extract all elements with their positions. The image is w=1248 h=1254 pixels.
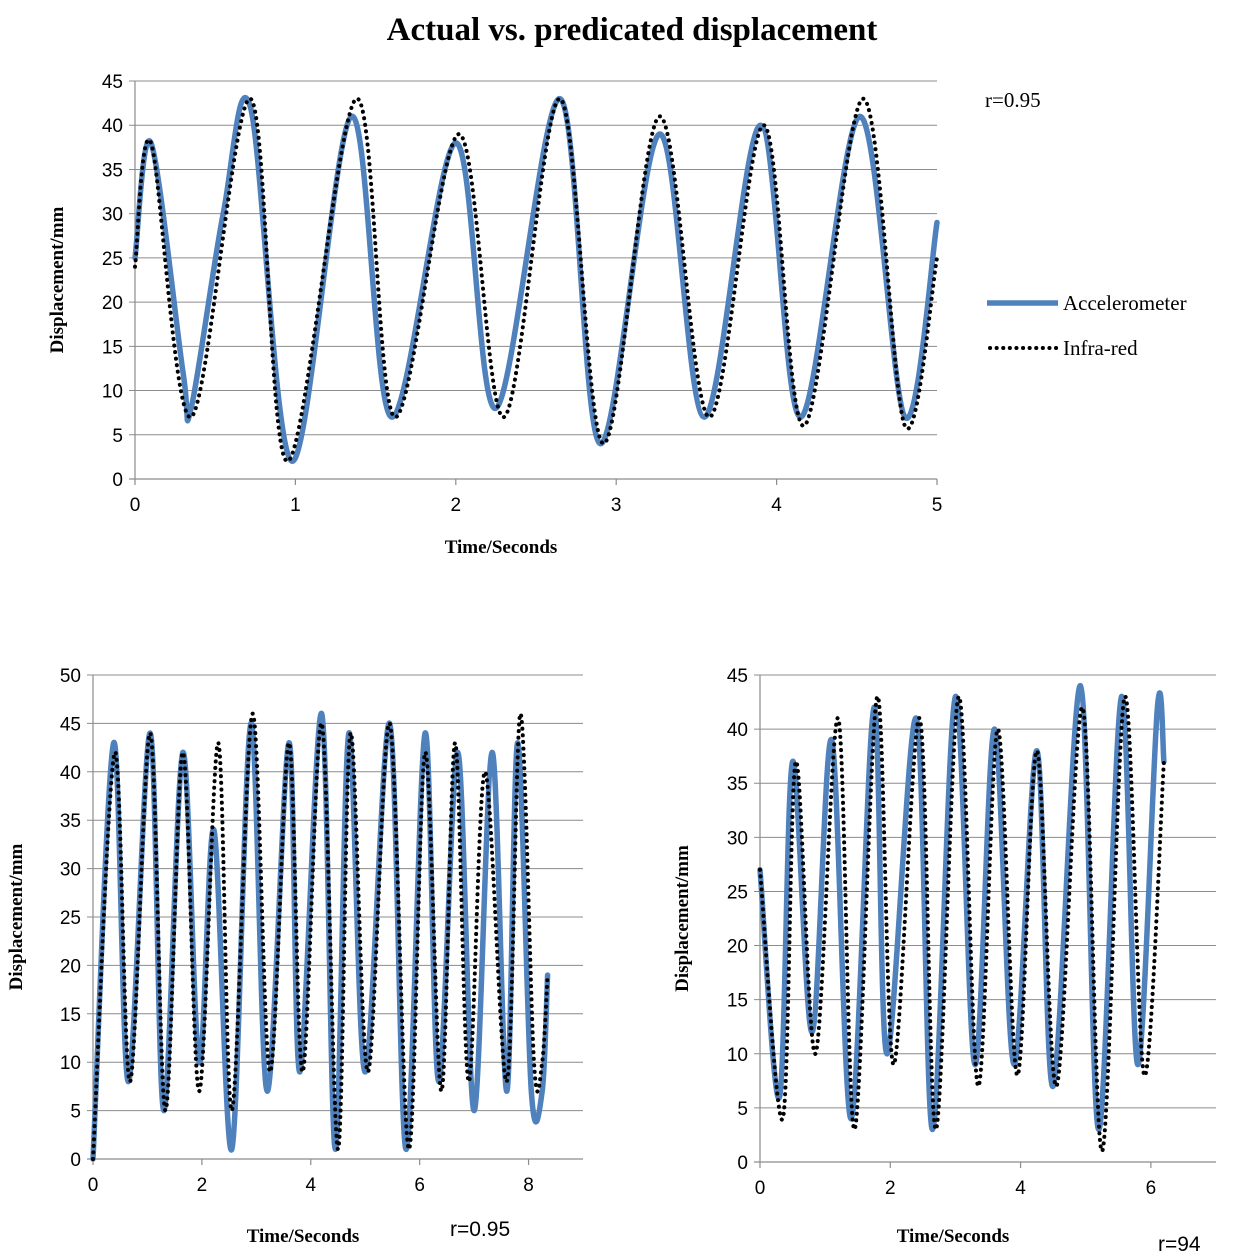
x-tick-label: 4 [771, 495, 782, 516]
y-tick-label: 25 [60, 908, 81, 929]
y-tick-label: 5 [70, 1102, 81, 1123]
y-tick-label: 20 [60, 956, 81, 977]
y-tick-label: 0 [737, 1153, 748, 1174]
series-line-accelerometer [90, 710, 551, 1162]
y-tick-label: 20 [102, 293, 123, 314]
y-tick-label: 35 [727, 774, 748, 795]
correlation-annotation: r=94 [1158, 1233, 1201, 1254]
y-tick-label: 35 [60, 811, 81, 832]
x-tick-label: 0 [88, 1175, 99, 1196]
x-tick-label: 0 [755, 1178, 766, 1199]
series-line-infra-red [758, 694, 1166, 1154]
legend: Accelerometer Infra-red [987, 291, 1187, 360]
series-line-infra-red [91, 711, 550, 1161]
series-line-accelerometer [757, 683, 1167, 1133]
x-tick-label: 2 [451, 495, 462, 516]
y-tick-label: 25 [727, 882, 748, 903]
y-tick-label: 0 [70, 1150, 81, 1171]
y-tick-label: 30 [102, 205, 123, 226]
y-tick-label: 10 [102, 382, 123, 403]
y-tick-label: 15 [727, 991, 748, 1012]
chart-bottom-right: 0 5 10 15 20 25 30 35 40 45 0 2 4 6 Time/Seconds Displa… [672, 666, 1216, 1254]
y-tick-label: 40 [60, 763, 81, 784]
x-tick-label: 8 [523, 1175, 534, 1196]
y-tick-label: 50 [60, 666, 81, 687]
y-tick-label: 10 [60, 1053, 81, 1074]
y-tick-label: 40 [727, 720, 748, 741]
figure-title: Actual vs. predicated displacement [387, 12, 878, 48]
x-tick-label: 5 [932, 495, 943, 516]
x-axis-label: Time/Seconds [247, 1226, 360, 1247]
y-tick-label: 5 [112, 426, 123, 447]
x-tick-label: 6 [1146, 1178, 1157, 1199]
y-tick-label: 5 [737, 1099, 748, 1120]
y-tick-label: 20 [727, 937, 748, 958]
y-tick-label: 10 [727, 1045, 748, 1066]
y-tick-label: 25 [102, 249, 123, 270]
correlation-annotation: r=0.95 [450, 1218, 510, 1241]
y-tick-label: 45 [60, 714, 81, 735]
series-line-infra-red [133, 96, 939, 464]
legend-label-infra-red: Infra-red [1063, 336, 1138, 360]
legend-label-accelerometer: Accelerometer [1063, 291, 1187, 315]
y-tick-label: 15 [102, 337, 123, 358]
x-axis-label: Time/Seconds [897, 1226, 1010, 1247]
y-tick-label: 15 [60, 1005, 81, 1026]
series-line-accelerometer [132, 95, 940, 465]
x-tick-label: 4 [1015, 1178, 1026, 1199]
y-tick-label: 45 [102, 72, 123, 93]
x-tick-label: 2 [885, 1178, 896, 1199]
y-tick-label: 30 [60, 860, 81, 881]
y-axis-label: Displacement/mm [6, 843, 27, 990]
chart-bottom-left: 0 5 10 15 20 25 30 35 40 45 50 0 2 4 6 8 Time/Seconds Dis… [6, 666, 583, 1247]
x-tick-label: 4 [305, 1175, 316, 1196]
y-tick-label: 45 [727, 666, 748, 687]
correlation-annotation: r=0.95 [985, 88, 1041, 112]
x-axis-label: Time/Seconds [445, 537, 558, 558]
x-tick-label: 3 [611, 495, 622, 516]
y-tick-label: 35 [102, 160, 123, 181]
y-tick-label: 0 [112, 470, 123, 491]
x-tick-label: 2 [197, 1175, 208, 1196]
y-axis-label: Displacement/mm [47, 206, 68, 353]
y-tick-label: 40 [102, 116, 123, 137]
x-tick-label: 1 [290, 495, 301, 516]
y-axis-label: Displacement/mm [672, 845, 693, 992]
x-tick-label: 0 [130, 495, 141, 516]
y-tick-label: 30 [727, 828, 748, 849]
x-tick-label: 6 [414, 1175, 425, 1196]
